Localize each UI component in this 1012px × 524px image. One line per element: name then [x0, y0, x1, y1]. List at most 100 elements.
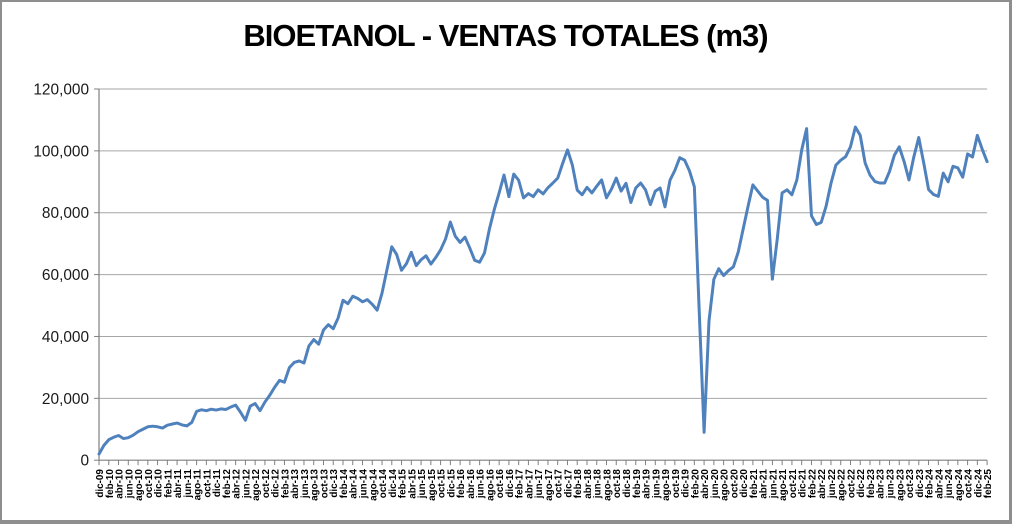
- x-axis-label: feb-10: [105, 469, 116, 499]
- x-axis-label: dic-24: [973, 469, 984, 498]
- x-axis-label: oct-19: [671, 469, 682, 499]
- x-axis-label: jun-14: [358, 469, 369, 500]
- x-axis-label: dic-15: [446, 469, 457, 498]
- x-axis-label: feb-23: [866, 469, 877, 499]
- x-axis-label: abr-22: [817, 469, 828, 499]
- y-axis-label: 80,000: [42, 205, 89, 222]
- x-axis-label: abr-19: [641, 469, 652, 499]
- x-axis-label: abr-23: [876, 469, 887, 499]
- x-axis-label: jun-21: [768, 469, 779, 500]
- x-axis-label: abr-10: [114, 469, 125, 499]
- x-axis-label: oct-17: [554, 469, 565, 499]
- x-axis-label: jun-12: [241, 469, 252, 500]
- x-axis-label: ago-13: [310, 469, 321, 501]
- x-axis-label: ago-12: [251, 469, 262, 501]
- x-axis-label: feb-14: [339, 469, 350, 499]
- x-axis-label: oct-21: [788, 469, 799, 499]
- x-axis-label: dic-13: [329, 469, 340, 498]
- y-axis-label: 20,000: [42, 391, 89, 408]
- y-axis-label: 60,000: [42, 267, 89, 284]
- x-axis-label: oct-23: [905, 469, 916, 499]
- x-axis-label: oct-11: [202, 469, 213, 498]
- x-axis-label: ago-14: [368, 469, 379, 501]
- x-axis-label: oct-18: [612, 469, 623, 499]
- x-axis-label: dic-14: [388, 469, 399, 498]
- x-axis-label: jun-18: [593, 469, 604, 500]
- x-axis-label: feb-15: [398, 469, 409, 499]
- data-line-ventas-totales: [97, 125, 989, 456]
- x-axis-label: jun-16: [476, 469, 487, 500]
- x-axis-label: jun-19: [651, 469, 662, 500]
- x-axis-label: abr-14: [349, 469, 360, 499]
- x-axis-label: feb-22: [807, 469, 818, 499]
- x-axis-label: abr-15: [407, 469, 418, 499]
- x-axis-label: feb-19: [632, 469, 643, 499]
- x-axis-label: oct-20: [729, 469, 740, 499]
- x-axis-label: abr-20: [700, 469, 711, 499]
- chart-title: BIOETANOL - VENTAS TOTALES (m3): [243, 18, 768, 53]
- x-axis-label: ago-11: [193, 469, 204, 501]
- y-axis-label: 40,000: [42, 329, 89, 346]
- x-axis-label: oct-22: [846, 469, 857, 499]
- x-axis-label: dic-17: [563, 469, 574, 498]
- x-axis-label: oct-16: [495, 469, 506, 499]
- x-axis-label: abr-11: [173, 469, 184, 499]
- x-axis-label: abr-12: [232, 469, 243, 499]
- x-axis-label: dic-22: [856, 469, 867, 498]
- x-axis-label: abr-16: [466, 469, 477, 499]
- x-axis-label: jun-20: [710, 469, 721, 500]
- x-axis-label: jun-17: [534, 469, 545, 500]
- x-axis-label: ago-15: [427, 469, 438, 501]
- x-axis-label: oct-13: [319, 469, 330, 499]
- x-axis-label: ago-21: [778, 469, 789, 501]
- x-axis-label: oct-14: [378, 469, 389, 499]
- x-axis-label: ago-19: [661, 469, 672, 501]
- x-axis-label: ago-16: [485, 469, 496, 501]
- x-axis-label: abr-24: [934, 469, 945, 499]
- x-axis-label: ago-20: [720, 469, 731, 501]
- y-axis-label: 100,000: [33, 143, 89, 160]
- x-axis-label: feb-17: [515, 469, 526, 499]
- x-axis-label: feb-13: [280, 469, 291, 499]
- x-axis-label: feb-20: [690, 469, 701, 499]
- x-axis-label: feb-21: [749, 469, 760, 499]
- x-axis-label: ago-24: [954, 469, 965, 501]
- x-axis-label: jun-13: [300, 469, 311, 500]
- x-axis-label: dic-20: [739, 469, 750, 498]
- x-axis-label: feb-18: [573, 469, 584, 499]
- x-axis-label: jun-24: [944, 469, 955, 500]
- x-axis-label: feb-24: [925, 469, 936, 499]
- x-axis-label: oct-15: [437, 469, 448, 499]
- x-axis-label: dic-21: [798, 469, 809, 498]
- x-axis-label: feb-11: [163, 469, 174, 498]
- x-axis-label: dic-11: [212, 469, 223, 497]
- x-axis-label: dic-12: [271, 469, 282, 498]
- x-axis-label: dic-19: [681, 469, 692, 498]
- y-axis-label: 0: [80, 453, 89, 470]
- x-axis-label: abr-21: [759, 469, 770, 499]
- x-axis-label: dic-10: [154, 469, 165, 498]
- x-axis-label: dic-09: [95, 469, 106, 498]
- x-axis-label: oct-24: [964, 469, 975, 499]
- x-axis-label: abr-17: [524, 469, 535, 499]
- x-axis-label: jun-15: [417, 469, 428, 500]
- x-axis-label: dic-23: [915, 469, 926, 498]
- x-axis-label: oct-12: [261, 469, 272, 499]
- x-axis-label: jun-22: [827, 469, 838, 500]
- x-axis-label: ago-10: [134, 469, 145, 501]
- x-axis-label: jun-11: [183, 469, 194, 499]
- x-axis-label: ago-17: [544, 469, 555, 501]
- x-axis-label: dic-18: [622, 469, 633, 498]
- x-axis-label: feb-25: [983, 469, 994, 499]
- x-axis-label: ago-18: [602, 469, 613, 501]
- x-axis-label: feb-16: [456, 469, 467, 499]
- x-axis-label: abr-18: [583, 469, 594, 499]
- x-axis-label: feb-12: [222, 469, 233, 499]
- x-axis-label: dic-16: [505, 469, 516, 498]
- x-axis-label: jun-10: [124, 469, 135, 500]
- x-axis-label: ago-23: [895, 469, 906, 501]
- y-axis-label: 120,000: [33, 81, 89, 98]
- x-axis-label: oct-10: [144, 469, 155, 499]
